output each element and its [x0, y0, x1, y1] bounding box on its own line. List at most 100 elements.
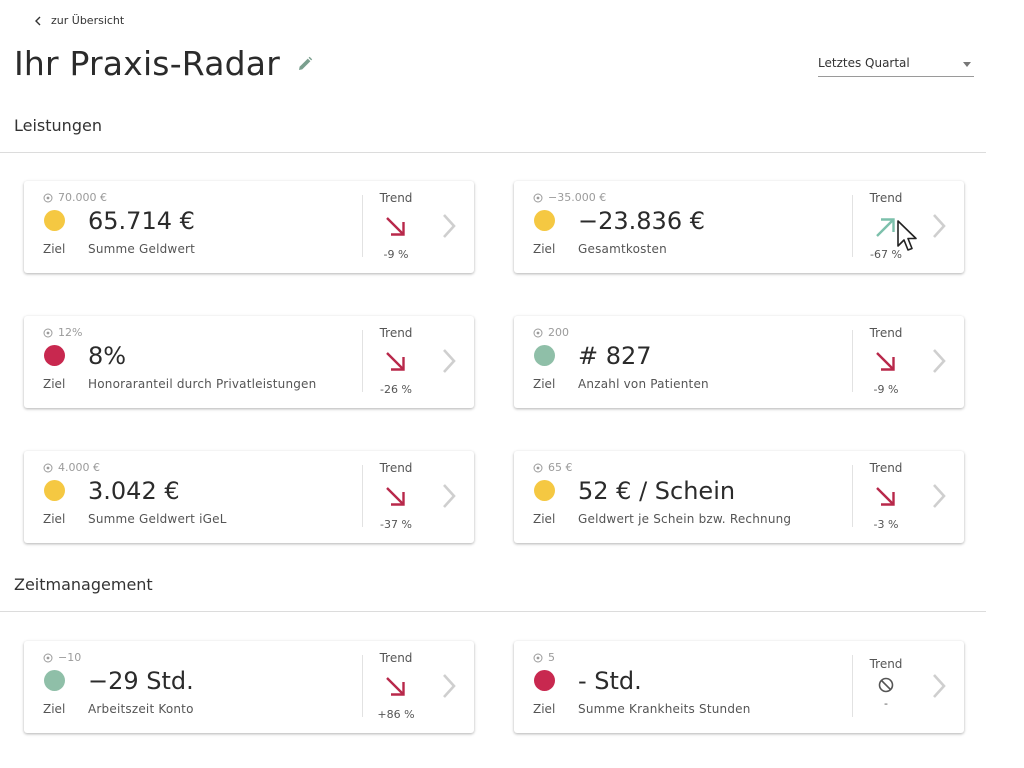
card-divider	[852, 195, 853, 257]
arrow-down-right-icon	[876, 352, 895, 371]
target-text: −35.000 €	[548, 191, 607, 204]
back-label: zur Übersicht	[51, 14, 125, 27]
dropdown-arrow-icon	[963, 62, 971, 67]
ziel-label: Ziel	[43, 242, 66, 256]
trend-value: -37 %	[380, 518, 412, 531]
chevron-left-icon	[35, 16, 41, 25]
target-text: 65 €	[548, 461, 573, 474]
kpi-value: 8%	[88, 342, 127, 370]
kpi-value: 52 € / Schein	[578, 477, 736, 505]
card-divider	[362, 655, 363, 717]
section-title-zeitmanagement: Zeitmanagement	[14, 575, 153, 594]
kpi-card[interactable]: 5 - Std. Ziel Summe Krankheits Stunden Trend…	[514, 641, 964, 733]
chevron-right-icon[interactable]	[442, 213, 456, 239]
chevron-right-icon[interactable]	[442, 483, 456, 509]
kpi-label: Gesamtkosten	[578, 242, 667, 256]
target-value: −35.000 €	[533, 191, 606, 204]
arrow-down-right-icon	[386, 217, 405, 236]
trend-value: +86 %	[377, 708, 415, 721]
card-divider	[362, 465, 363, 527]
target-icon	[533, 193, 543, 202]
target-icon	[533, 463, 543, 472]
chevron-right-icon[interactable]	[932, 673, 946, 699]
kpi-card[interactable]: 65 € 52 € / Schein Ziel Geldwert je Schein …	[514, 451, 964, 543]
target-value: −10	[43, 651, 81, 664]
kpi-label: Arbeitszeit Konto	[88, 702, 194, 716]
chevron-right-icon[interactable]	[442, 673, 456, 699]
kpi-value: −23.836 €	[578, 207, 705, 235]
target-value: 65 €	[533, 461, 573, 474]
chevron-right-icon[interactable]	[932, 213, 946, 239]
target-value: 70.000 €	[43, 191, 107, 204]
page-title: Ihr Praxis-Radar	[14, 44, 280, 83]
kpi-card[interactable]: 4.000 € 3.042 € Ziel Summe Geldwert iGeL Tre…	[24, 451, 474, 543]
kpi-label: Honoraranteil durch Privatleistungen	[88, 377, 317, 391]
trend-title: Trend	[869, 191, 903, 205]
card-divider	[362, 330, 363, 392]
no-trend-icon	[878, 677, 894, 693]
ziel-label: Ziel	[43, 702, 66, 716]
chevron-right-icon[interactable]	[442, 348, 456, 374]
kpi-card[interactable]: 70.000 € 65.714 € Ziel Summe Geldwert Trend -…	[24, 181, 474, 273]
kpi-value: 3.042 €	[88, 477, 180, 505]
section-divider	[0, 611, 986, 612]
ziel-label: Ziel	[533, 512, 556, 526]
card-divider	[852, 330, 853, 392]
kpi-card[interactable]: 200 # 827 Ziel Anzahl von Patienten Trend -9 …	[514, 316, 964, 408]
card-divider	[852, 465, 853, 527]
ziel-label: Ziel	[533, 242, 556, 256]
chevron-right-icon[interactable]	[932, 483, 946, 509]
kpi-value: 65.714 €	[88, 207, 195, 235]
back-link[interactable]: zur Übersicht	[33, 14, 124, 27]
target-text: 4.000 €	[58, 461, 100, 474]
arrow-down-right-icon	[386, 677, 405, 696]
kpi-value: - Std.	[578, 667, 642, 695]
pencil-icon[interactable]	[296, 55, 314, 73]
status-dot	[44, 480, 65, 501]
trend-title: Trend	[869, 461, 903, 475]
ziel-label: Ziel	[43, 377, 66, 391]
trend-value: -9 %	[873, 383, 899, 396]
status-dot	[534, 345, 555, 366]
kpi-card[interactable]: 12% 8% Ziel Honoraranteil durch Privatleist…	[24, 316, 474, 408]
kpi-label: Summe Geldwert iGeL	[88, 512, 227, 526]
trend-title: Trend	[869, 657, 903, 671]
trend-value: -	[884, 697, 888, 710]
trend-value: -9 %	[383, 248, 409, 261]
arrow-up-right-icon	[876, 218, 895, 237]
trend-title: Trend	[379, 191, 413, 205]
kpi-label: Anzahl von Patienten	[578, 377, 709, 391]
chevron-right-icon[interactable]	[932, 348, 946, 374]
trend-value: -67 %	[870, 248, 902, 261]
status-dot	[44, 210, 65, 231]
kpi-card[interactable]: −35.000 € −23.836 € Ziel Gesamtkosten Trend -…	[514, 181, 964, 273]
ziel-label: Ziel	[533, 702, 556, 716]
card-divider	[852, 655, 853, 717]
ziel-label: Ziel	[43, 512, 66, 526]
page-title-row: Ihr Praxis-Radar	[14, 44, 314, 83]
kpi-label: Summe Krankheits Stunden	[578, 702, 751, 716]
target-value: 200	[533, 326, 569, 339]
target-text: −10	[58, 651, 82, 664]
target-text: 200	[548, 326, 569, 339]
trend-title: Trend	[379, 651, 413, 665]
target-text: 5	[548, 651, 555, 664]
status-dot	[534, 210, 555, 231]
target-icon	[43, 463, 53, 472]
card-divider	[362, 195, 363, 257]
kpi-value: −29 Std.	[88, 667, 194, 695]
target-text: 70.000 €	[58, 191, 107, 204]
status-dot	[534, 670, 555, 691]
kpi-card[interactable]: −10 −29 Std. Ziel Arbeitszeit Konto Trend +86…	[24, 641, 474, 733]
period-select[interactable]: Letztes Quartal	[818, 54, 974, 77]
arrow-down-right-icon	[876, 487, 895, 506]
kpi-value: # 827	[578, 342, 652, 370]
trend-value: -3 %	[873, 518, 899, 531]
target-icon	[43, 653, 53, 662]
status-dot	[44, 345, 65, 366]
section-title-leistungen: Leistungen	[14, 116, 102, 135]
arrow-down-right-icon	[386, 352, 405, 371]
target-value: 5	[533, 651, 555, 664]
status-dot	[534, 480, 555, 501]
target-icon	[43, 328, 53, 337]
